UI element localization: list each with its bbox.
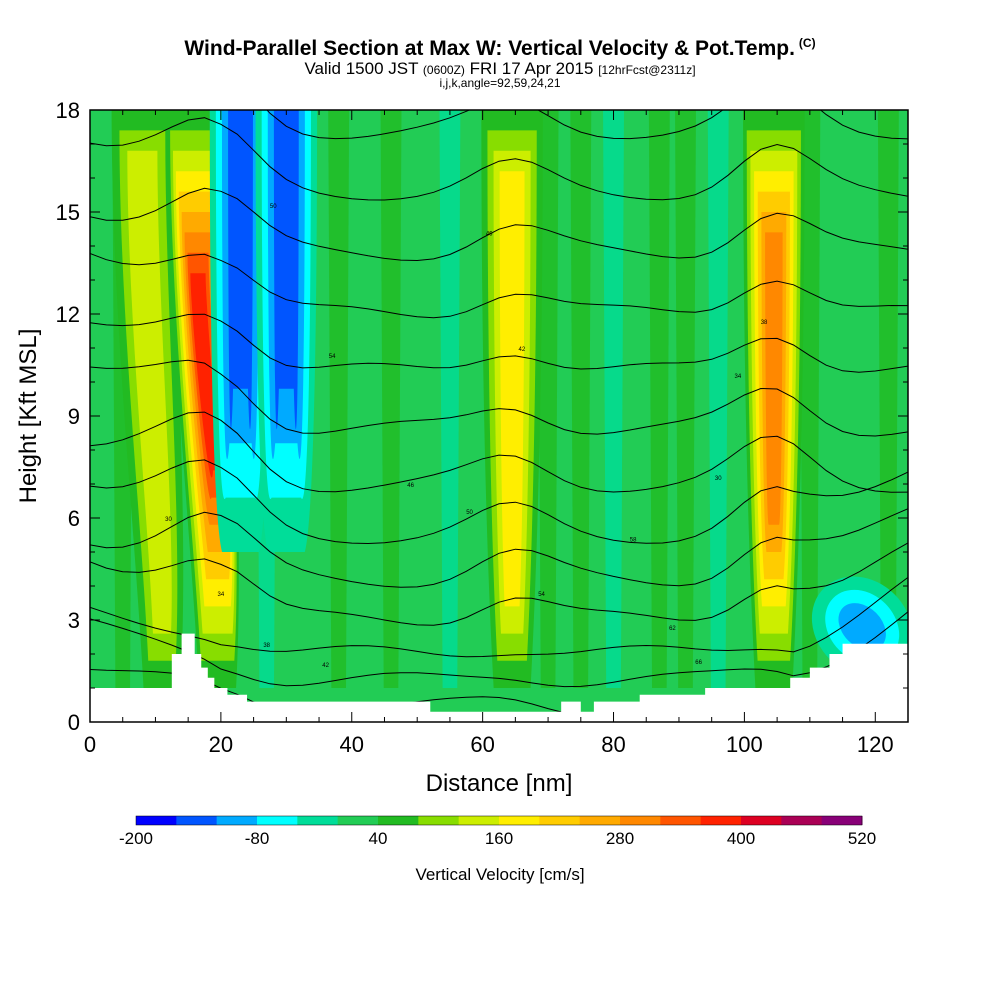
x-tick-label: 80: [601, 732, 625, 757]
colorbar-swatch: [499, 816, 540, 825]
isentrope-label: 50: [270, 204, 277, 210]
field-band: [537, 110, 559, 688]
field-band: [799, 110, 821, 688]
colorbar-tick-label: 280: [606, 829, 634, 848]
valid-date: FRI 17 Apr 2015: [469, 59, 594, 78]
x-axis-label: Distance [nm]: [426, 770, 573, 797]
isentrope-line: [90, 459, 908, 545]
colorbar-swatch: [579, 816, 621, 825]
y-tick-label: 6: [68, 506, 80, 531]
y-tick-label: 15: [56, 200, 80, 225]
valid-time: Valid 1500 JST: [304, 59, 419, 78]
isentrope-label: 38: [263, 643, 270, 649]
isentrope-line: [90, 576, 908, 658]
colorbar-swatch: [297, 816, 339, 825]
x-tick-label: 120: [857, 732, 894, 757]
isentrope-line: [90, 611, 908, 688]
colorbar-tick-label: -80: [245, 829, 270, 848]
isentrope-line: [90, 253, 908, 319]
field-band: [707, 110, 729, 688]
isentrope-label: 42: [519, 347, 526, 353]
isentrope-line: [90, 411, 908, 493]
forecast-info: [12hrFcst@2311z]: [598, 63, 696, 77]
isentrope-line: [90, 508, 908, 588]
y-tick-label: 12: [56, 302, 80, 327]
isentrope-label: 54: [329, 354, 336, 360]
colorbar-swatch: [257, 816, 298, 825]
x-tick-label: 60: [470, 732, 494, 757]
plot-area: 30 34 38 42 46 50 54 58 62 66 30 34 38 42 46 50 54: [90, 110, 908, 722]
isentrope-line: [90, 313, 908, 373]
isentrope-label: 46: [486, 231, 493, 237]
y-tick-label: 18: [56, 98, 80, 123]
colorbar-swatch: [216, 816, 258, 825]
colorbar-swatch: [620, 816, 661, 825]
colorbar-frame: [135, 815, 863, 826]
colorbar-tick-label: 400: [727, 829, 755, 848]
section-indices: i,j,k,angle=92,59,24,21: [439, 76, 561, 90]
colorbar-swatch: [176, 816, 218, 825]
isentrope-line: [90, 359, 908, 437]
field-band: [570, 110, 592, 688]
colorbar-swatch: [700, 816, 742, 825]
colorbar-tick-label: 160: [485, 829, 513, 848]
field-band: [439, 110, 461, 688]
x-tick-label: 100: [726, 732, 763, 757]
y-tick-label: 9: [68, 404, 80, 429]
colorbar-swatch: [821, 816, 863, 825]
colorbar-swatch: [458, 816, 500, 825]
colorbar-tick-label: -200: [119, 829, 153, 848]
isentrope-label: 54: [538, 592, 545, 598]
colorbar-title: Vertical Velocity [cm/s]: [415, 865, 584, 884]
chart-title: Wind-Parallel Section at Max W: Vertical…: [0, 36, 1000, 61]
colorbar-swatch: [539, 816, 581, 825]
isentrope-line: [90, 187, 908, 262]
field-band: [328, 110, 350, 688]
copyright-mark: (C): [798, 36, 816, 50]
field-band: [675, 110, 696, 688]
chart-subtitle: Valid 1500 JST (0600Z) FRI 17 Apr 2015 […: [0, 59, 1000, 79]
colorbar-swatch: [378, 816, 419, 825]
field-band: [603, 110, 624, 688]
isentrope-label: 58: [630, 537, 637, 543]
y-axis-label: Height [Kft MSL]: [15, 329, 42, 504]
terrain: [90, 633, 908, 722]
valid-zulu: (0600Z): [422, 63, 465, 77]
colorbar-swatch: [418, 816, 460, 825]
downdraft-plume: [228, 110, 253, 430]
isentrope-line: [90, 117, 908, 201]
field-band: [380, 110, 402, 688]
isentrope-label: 30: [715, 476, 722, 482]
colorbar-swatch: [741, 816, 782, 825]
isentrope-label: 62: [669, 626, 676, 632]
isentrope-label: 42: [322, 663, 329, 669]
colorbar-swatch: [781, 816, 823, 825]
isentrope-label: 46: [407, 483, 414, 489]
y-tick-label: 0: [68, 710, 80, 735]
colorbar-tick-label: 520: [848, 829, 876, 848]
field-band: [877, 110, 899, 688]
colorbar-swatch: [337, 816, 379, 825]
isentrope-label: 34: [218, 592, 225, 598]
isentrope-label: 38: [761, 320, 768, 326]
colorbar-swatch: [660, 816, 702, 825]
updraft-plume: [765, 232, 783, 525]
downdraft-plume: [273, 110, 299, 430]
isentrope-label: 34: [735, 374, 742, 380]
isentrope-label: 50: [466, 510, 473, 516]
x-tick-label: 40: [340, 732, 364, 757]
y-tick-label: 3: [68, 608, 80, 633]
colorbar-tick-label: 40: [369, 829, 388, 848]
x-tick-label: 0: [84, 732, 96, 757]
field-band: [648, 110, 670, 688]
updraft-plume: [499, 171, 525, 607]
updraft-plume: [127, 150, 172, 634]
colorbar-swatch: [136, 816, 177, 825]
isentrope-line: [90, 542, 908, 626]
isentrope-label: 66: [695, 660, 702, 666]
isentrope-label: 30: [165, 517, 172, 523]
x-tick-label: 20: [209, 732, 233, 757]
chart-title-text: Wind-Parallel Section at Max W: Vertical…: [184, 37, 795, 60]
